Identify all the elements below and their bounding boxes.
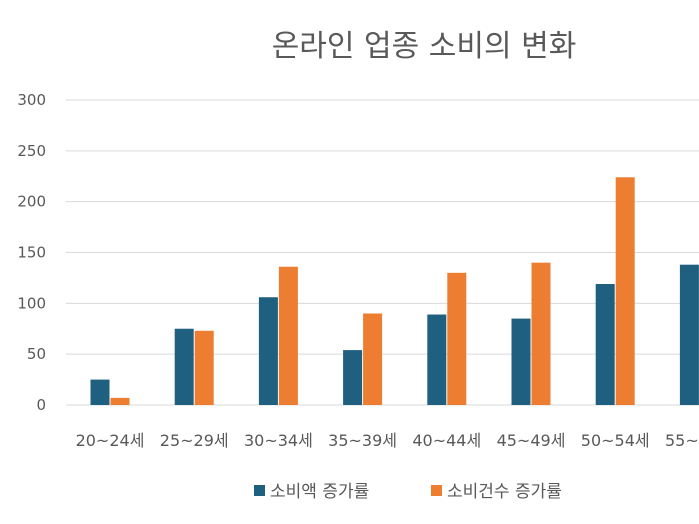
- bar-count-0: [110, 397, 130, 405]
- bar-count-3: [363, 313, 383, 405]
- bar-spend-7: [679, 264, 699, 405]
- x-tick-label: 45~49세: [497, 431, 566, 450]
- bar-count-5: [531, 262, 551, 405]
- legend-label-1: 소비건수 증가률: [447, 482, 562, 502]
- bars: [90, 177, 699, 405]
- y-tick-label: 300: [17, 91, 46, 109]
- bar-spend-2: [258, 297, 278, 405]
- x-tick-label: 40~44세: [412, 431, 481, 450]
- chart-title: 온라인 업종 소비의 변화: [272, 29, 577, 64]
- bar-spend-5: [511, 318, 531, 405]
- y-tick-label: 150: [17, 244, 46, 262]
- bar-count-1: [194, 330, 214, 405]
- bar-spend-4: [427, 314, 447, 405]
- x-tick-label: 35~39세: [328, 431, 397, 450]
- y-axis-ticks: 0 50 100 150 200 250 300: [17, 91, 46, 414]
- x-tick-label: 30~34세: [244, 431, 313, 450]
- y-tick-label: 100: [17, 294, 46, 312]
- bar-count-2: [278, 266, 298, 405]
- y-tick-label: 0: [36, 396, 46, 414]
- grid-lines: [66, 99, 699, 406]
- x-tick-label: 55~59세: [665, 431, 699, 450]
- x-tick-label: 20~24세: [76, 431, 145, 450]
- x-tick-label: 25~29세: [160, 431, 229, 450]
- bar-spend-0: [90, 379, 110, 405]
- x-tick-label: 50~54세: [581, 431, 650, 450]
- y-tick-label: 250: [17, 142, 46, 160]
- bar-count-4: [447, 272, 467, 405]
- x-axis-ticks: 20~24세 25~29세 30~34세 35~39세 40~44세 45~49세 50~5…: [76, 431, 699, 450]
- legend-label-0: 소비액 증가률: [270, 482, 369, 502]
- bar-spend-6: [595, 284, 615, 405]
- legend-swatch-1: [431, 485, 442, 496]
- bar-spend-1: [174, 328, 194, 405]
- bar-spend-3: [343, 350, 363, 405]
- y-tick-label: 50: [27, 345, 46, 363]
- bar-count-6: [615, 177, 635, 405]
- y-tick-label: 200: [17, 193, 46, 211]
- legend: 소비액 증가률 소비건수 증가률: [254, 482, 562, 502]
- legend-swatch-0: [254, 485, 265, 496]
